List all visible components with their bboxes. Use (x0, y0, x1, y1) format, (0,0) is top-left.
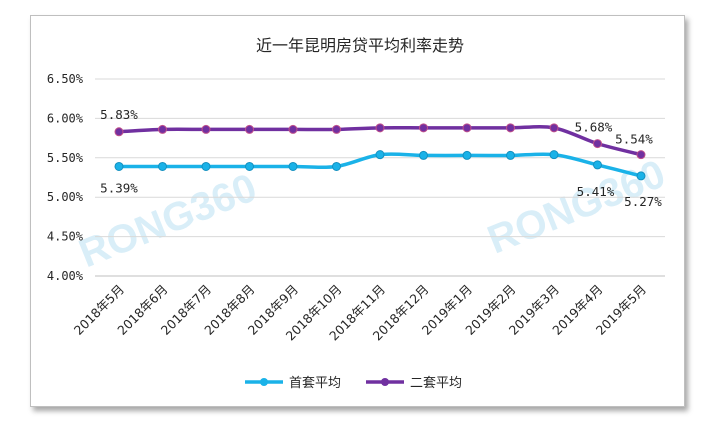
legend-marker (260, 378, 268, 386)
data-point (288, 124, 298, 134)
data-point (332, 161, 341, 171)
x-axis-ticks: 2018年5月2018年6月2018年7月2018年8月2018年9月2018年… (71, 282, 649, 344)
data-point (506, 150, 515, 160)
series-points (114, 123, 646, 181)
data-point (375, 123, 385, 133)
data-point (549, 150, 559, 160)
data-point (288, 161, 298, 171)
legend-label: 首套平均 (289, 375, 341, 391)
data-point (201, 161, 211, 171)
data-point (636, 150, 646, 160)
data-point (593, 160, 602, 170)
data-point (593, 139, 602, 149)
chart-title: 近一年昆明房贷平均利率走势 (256, 36, 464, 55)
y-tick-label: 6.50% (47, 72, 84, 86)
data-point (114, 127, 124, 137)
data-label: 5.54% (615, 132, 653, 147)
data-point (506, 123, 515, 133)
y-tick-label: 5.50% (47, 151, 84, 165)
data-point (375, 150, 385, 160)
data-point (332, 124, 341, 134)
y-axis-ticks: 4.00% 4.50% 5.00% 5.50% 6.00% 6.50% (47, 72, 84, 283)
legend-marker (381, 378, 389, 386)
y-tick-label: 4.50% (47, 230, 84, 244)
data-point (636, 171, 646, 181)
data-point (158, 161, 167, 171)
legend: 首套平均 二套平均 (245, 375, 462, 391)
data-point (419, 150, 428, 160)
data-point (419, 123, 428, 133)
gridlines (95, 78, 665, 277)
data-label: 5.27% (624, 194, 662, 209)
data-point (462, 150, 472, 160)
y-tick-label: 4.00% (47, 269, 84, 283)
data-point (245, 161, 254, 171)
data-point (462, 123, 472, 133)
data-point (158, 124, 167, 134)
data-point (245, 124, 254, 134)
data-label: 5.83% (100, 107, 138, 122)
data-point (201, 124, 211, 134)
data-label: 5.39% (100, 180, 138, 195)
legend-label: 二套平均 (410, 375, 462, 391)
y-tick-label: 6.00% (47, 111, 84, 125)
data-label: 5.41% (577, 184, 615, 199)
y-tick-label: 5.00% (47, 190, 84, 204)
data-label: 5.68% (575, 120, 613, 135)
chart-frame (30, 15, 685, 407)
data-point (114, 161, 124, 171)
data-labels: 5.39% 5.83% 5.68%5.54% 5.41% 5.27% (100, 107, 662, 209)
data-point (549, 123, 559, 133)
